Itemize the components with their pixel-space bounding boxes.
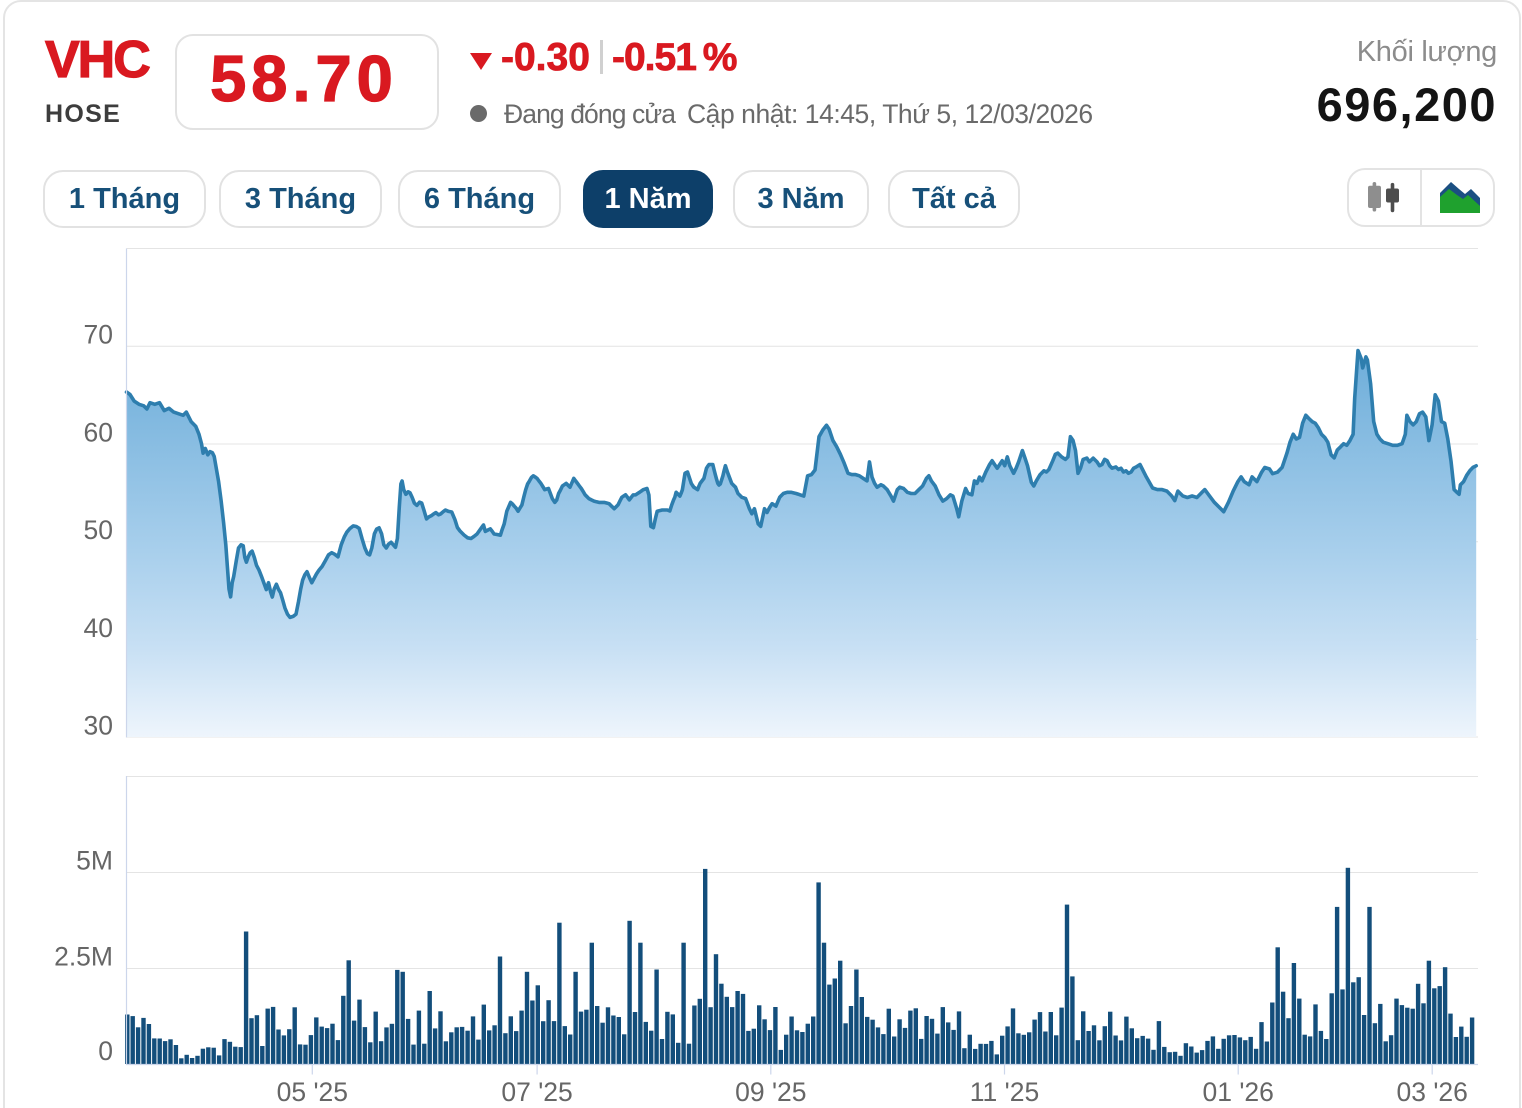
svg-text:5M: 5M <box>76 846 113 876</box>
svg-text:01 '26: 01 '26 <box>1203 1077 1274 1107</box>
svg-text:03 '26: 03 '26 <box>1397 1077 1468 1107</box>
svg-text:70: 70 <box>84 320 113 350</box>
svg-text:11 '25: 11 '25 <box>970 1077 1039 1107</box>
svg-text:60: 60 <box>84 417 113 447</box>
svg-text:30: 30 <box>84 711 113 741</box>
svg-text:50: 50 <box>84 515 113 545</box>
svg-text:0: 0 <box>98 1036 113 1066</box>
svg-text:2.5M: 2.5M <box>54 942 113 972</box>
svg-text:40: 40 <box>84 613 113 643</box>
svg-text:07 '25: 07 '25 <box>501 1077 572 1107</box>
svg-text:09 '25: 09 '25 <box>735 1077 806 1107</box>
svg-text:05 '25: 05 '25 <box>277 1077 348 1107</box>
